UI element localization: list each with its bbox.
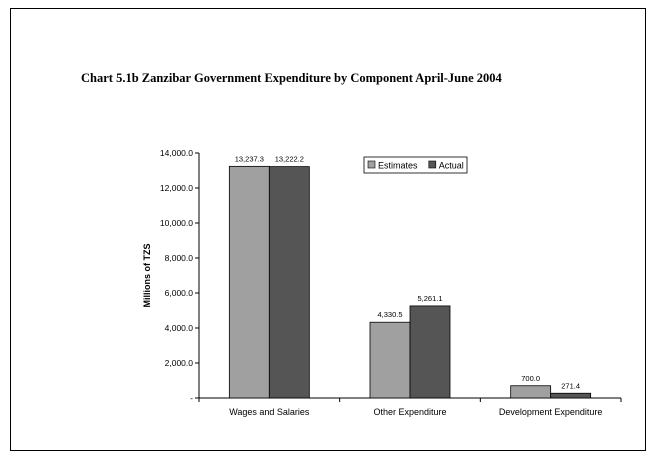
y-tick-label: 10,000.0 <box>160 218 193 228</box>
legend-swatch-actual <box>428 160 437 169</box>
legend-label-estimates: Estimates <box>378 161 418 171</box>
chart-frame: Chart 5.1b Zanzibar Government Expenditu… <box>10 8 646 451</box>
y-tick-label: - <box>190 393 193 403</box>
y-tick-label: 12,000.0 <box>160 183 193 193</box>
x-tick-label: Wages and Salaries <box>229 407 310 417</box>
data-label: 13,237.3 <box>235 154 264 163</box>
y-tick-label: 2,000.0 <box>165 358 194 368</box>
data-label: 4,330.5 <box>377 310 402 319</box>
bar-estimates <box>510 385 552 399</box>
bar-estimates <box>369 321 411 399</box>
y-tick-label: 14,000.0 <box>160 148 193 158</box>
data-label: 700.0 <box>521 374 540 383</box>
legend-box <box>363 156 468 174</box>
x-tick-label: Development Expenditure <box>499 407 603 417</box>
data-label: 271.4 <box>561 381 580 390</box>
y-axis-label: Millions of TZS <box>142 244 152 308</box>
y-tick-label: 8,000.0 <box>165 253 194 263</box>
data-label: 13,222.2 <box>275 155 304 164</box>
bar-actual <box>409 305 451 399</box>
legend-label-actual: Actual <box>439 161 464 171</box>
y-tick-label: 4,000.0 <box>165 323 194 333</box>
bar-actual <box>550 392 592 399</box>
legend-swatch-estimates <box>367 160 376 169</box>
chart-title: Chart 5.1b Zanzibar Government Expenditu… <box>81 71 502 85</box>
y-tick-label: 6,000.0 <box>165 288 194 298</box>
bar-actual <box>268 166 310 399</box>
data-label: 5,261.1 <box>417 294 442 303</box>
bar-estimates <box>228 165 270 399</box>
x-tick-label: Other Expenditure <box>373 407 446 417</box>
